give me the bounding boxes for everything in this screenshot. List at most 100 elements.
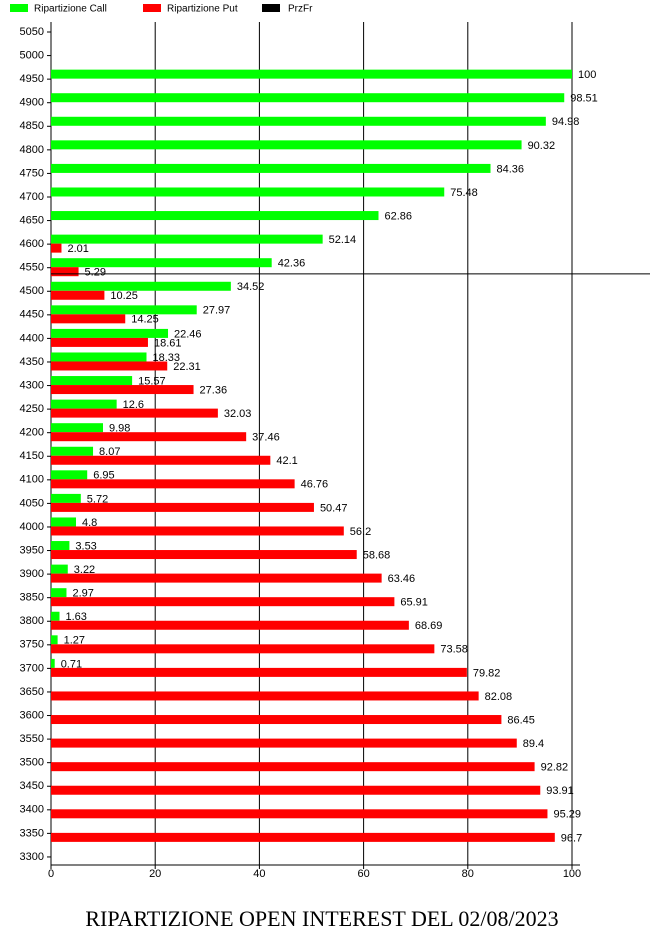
y-tick-label: 3450: [20, 780, 44, 792]
bar: [51, 658, 55, 668]
bar: [51, 611, 60, 621]
bar: [51, 588, 67, 598]
y-tick-label: 3900: [20, 568, 44, 580]
x-tick-label: 100: [563, 868, 581, 880]
y-tick-label: 4550: [20, 262, 44, 274]
bar-value-label: 94.98: [552, 116, 580, 128]
bar-value-label: 32.03: [224, 408, 252, 420]
bar: [51, 399, 117, 409]
bar-value-label: 65.91: [400, 597, 428, 609]
legend-label: Ripartizione Put: [167, 4, 238, 15]
bar-value-label: 90.32: [528, 140, 556, 152]
bar: [51, 423, 103, 433]
x-tick-label: 80: [462, 868, 474, 880]
y-tick-label: 4600: [20, 238, 44, 250]
y-tick-label: 3650: [20, 686, 44, 698]
y-tick-label: 3500: [20, 757, 44, 769]
bar: [51, 738, 517, 748]
bar: [51, 715, 502, 725]
legend-label: Ripartizione Call: [34, 4, 107, 15]
y-tick-label: 3600: [20, 709, 44, 721]
bar-value-label: 75.48: [450, 187, 478, 199]
bar-value-label: 3.22: [74, 564, 95, 576]
legend-swatch: [143, 4, 161, 12]
bar-value-label: 56.2: [350, 526, 371, 538]
y-tick-label: 4050: [20, 497, 44, 509]
bar-value-label: 58.68: [363, 549, 391, 561]
bar: [51, 187, 445, 197]
bar: [51, 352, 147, 362]
bar: [51, 620, 409, 630]
bar: [51, 446, 94, 456]
bar: [51, 432, 247, 442]
y-tick-label: 4750: [20, 167, 44, 179]
y-tick-label: 4950: [20, 73, 44, 85]
bar: [51, 564, 68, 574]
y-tick-label: 3700: [20, 662, 44, 674]
bar-value-label: 92.82: [541, 762, 569, 774]
x-tick-label: 40: [253, 868, 265, 880]
bar-value-label: 5.29: [85, 267, 106, 279]
bar-value-label: 68.69: [415, 620, 443, 632]
bar: [51, 517, 77, 527]
y-tick-label: 3550: [20, 733, 44, 745]
bar-value-label: 96.7: [561, 832, 582, 844]
bar-value-label: 50.47: [320, 502, 348, 514]
bar-value-label: 10.25: [110, 290, 138, 302]
bar: [51, 163, 491, 173]
bar: [51, 267, 79, 277]
y-tick-label: 3300: [20, 851, 44, 863]
bar: [51, 470, 88, 480]
bar-value-label: 14.25: [131, 314, 159, 326]
bar-value-label: 5.72: [87, 493, 108, 505]
y-tick-label: 4450: [20, 309, 44, 321]
bar-value-label: 12.6: [123, 399, 144, 411]
y-tick-label: 4100: [20, 474, 44, 486]
y-tick-label: 3800: [20, 615, 44, 627]
bar-value-label: 93.91: [546, 785, 574, 797]
y-tick-label: 4700: [20, 191, 44, 203]
y-tick-label: 4400: [20, 332, 44, 344]
y-tick-label: 4500: [20, 285, 44, 297]
bar-value-label: 34.52: [237, 281, 265, 293]
bar: [51, 502, 314, 512]
bar: [51, 69, 572, 79]
y-tick-label: 5050: [20, 26, 44, 38]
bar: [51, 140, 522, 150]
y-tick-label: 3750: [20, 639, 44, 651]
bar-value-label: 42.1: [276, 455, 297, 467]
bar-value-label: 86.45: [507, 714, 535, 726]
bar-value-label: 2.97: [72, 588, 93, 600]
bar: [51, 635, 58, 645]
bar: [51, 832, 555, 842]
y-tick-label: 3400: [20, 804, 44, 816]
bar: [51, 809, 548, 819]
bar-value-label: 0.71: [61, 658, 82, 670]
bar-value-label: 15.57: [138, 375, 166, 387]
bar: [51, 455, 271, 465]
bar-value-label: 27.97: [203, 305, 231, 317]
bar-value-label: 73.58: [440, 644, 468, 656]
bar-value-label: 46.76: [301, 479, 329, 491]
bar: [51, 762, 535, 772]
bar: [51, 667, 467, 677]
bar-value-label: 52.14: [329, 234, 357, 246]
bar-value-label: 79.82: [473, 667, 501, 679]
bar: [51, 211, 379, 221]
bar: [51, 785, 541, 795]
bar-value-label: 4.8: [82, 517, 97, 529]
y-tick-label: 4250: [20, 403, 44, 415]
legend-swatch: [10, 4, 28, 12]
bar-value-label: 89.4: [523, 738, 544, 750]
bar-value-label: 18.33: [152, 352, 180, 364]
bar: [51, 385, 194, 395]
bar-value-label: 1.63: [65, 611, 86, 623]
bar-value-label: 8.07: [99, 446, 120, 458]
legend-swatch: [262, 4, 280, 12]
bar: [51, 376, 133, 386]
bar: [51, 234, 323, 244]
bar-value-label: 37.46: [252, 432, 280, 444]
bar-value-label: 3.53: [75, 540, 96, 552]
bar: [51, 408, 218, 418]
